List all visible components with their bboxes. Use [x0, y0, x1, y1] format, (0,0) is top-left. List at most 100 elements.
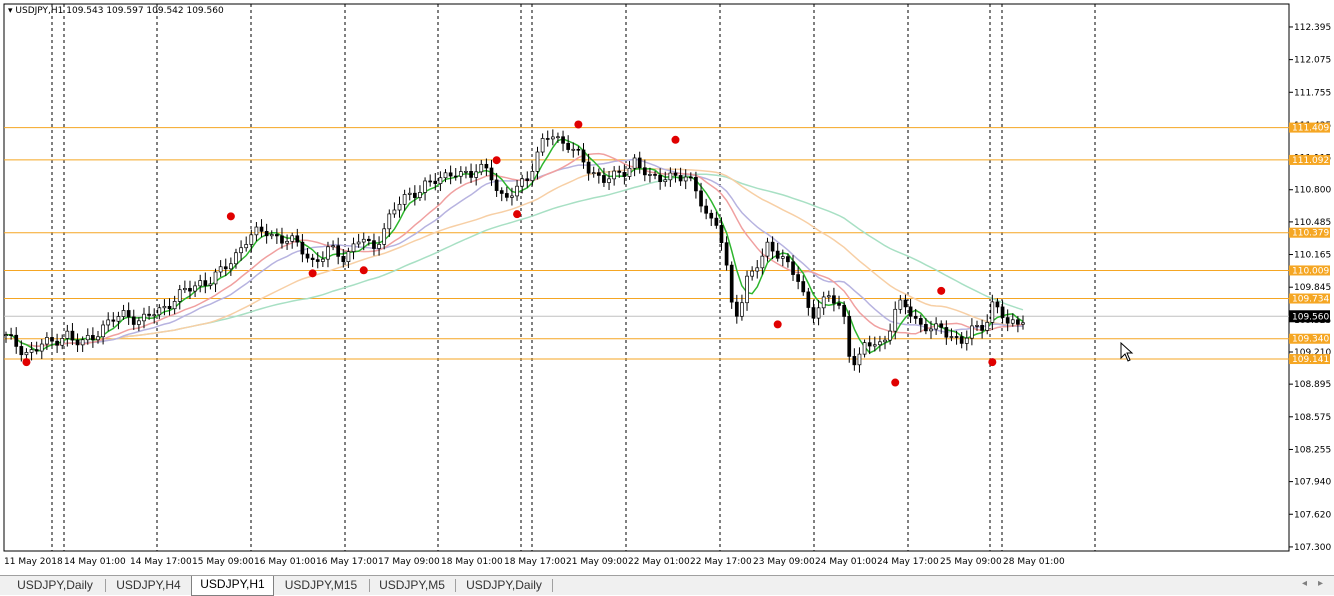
candle-body: [607, 178, 611, 183]
candle-body: [816, 307, 821, 319]
level-label: 109.734: [1292, 295, 1329, 305]
candle-body: [765, 241, 770, 257]
candle-body: [944, 327, 949, 338]
candle-body: [627, 167, 632, 177]
tab-separator: [369, 579, 370, 592]
candle-body: [622, 172, 627, 177]
candle-body: [223, 266, 228, 270]
candle-body: [566, 142, 571, 150]
candle-body: [285, 240, 289, 244]
candle-body: [341, 256, 346, 263]
candle-body: [821, 296, 826, 309]
candle-body: [729, 264, 734, 303]
candle-body: [361, 238, 366, 243]
candle-body: [346, 251, 351, 263]
tab-usdjpy-m5[interactable]: USDJPY,M5: [379, 578, 445, 592]
candle-body: [275, 234, 279, 237]
candle-body: [576, 148, 581, 151]
candle-body: [382, 228, 387, 245]
candle-body: [658, 174, 663, 183]
candle-body: [85, 335, 90, 341]
candle-body: [34, 349, 39, 352]
arrow-right-icon[interactable]: ▸: [1318, 578, 1324, 589]
candle-body: [653, 174, 657, 176]
x-tick-label: 18 May 01:00: [441, 557, 503, 567]
candle-body: [688, 176, 693, 179]
y-tick-label: 110.800: [1294, 186, 1331, 196]
candle-body: [157, 307, 162, 316]
candle-body: [234, 252, 238, 265]
candle-body: [878, 341, 882, 346]
tab-usdjpy-h4[interactable]: USDJPY,H4: [116, 578, 181, 592]
candle-body: [801, 281, 806, 293]
candle-body: [571, 148, 576, 151]
candle-body: [249, 234, 254, 245]
chart-canvas[interactable]: 112.395112.075111.755111.435111.115110.8…: [0, 0, 1334, 575]
tab-usdjpy-daily[interactable]: USDJPY,Daily: [17, 578, 93, 592]
dropdown-triangle-icon[interactable]: ▾: [8, 6, 13, 16]
candle-body: [612, 170, 617, 180]
candle-body: [295, 235, 300, 243]
arrow-left-icon[interactable]: ◂: [1302, 578, 1308, 589]
candle-body: [929, 328, 933, 332]
candle-body: [423, 180, 427, 193]
candle-body: [300, 241, 305, 255]
candle-body: [315, 259, 320, 262]
level-label-bg: [1289, 333, 1330, 344]
candle-body: [9, 334, 13, 336]
x-tick-label: 14 May 01:00: [64, 557, 126, 567]
y-tick-label: 112.075: [1294, 56, 1331, 66]
candle-body: [147, 313, 151, 316]
candle-body: [796, 274, 800, 282]
candle-body: [172, 301, 177, 310]
ma-orange-line: [5, 168, 1024, 348]
candle-body: [494, 179, 499, 191]
level-label-bg: [1289, 354, 1330, 365]
candle-body: [1010, 319, 1015, 324]
tab-usdjpy-m15[interactable]: USDJPY,M15: [284, 578, 358, 592]
candle-body: [908, 306, 913, 317]
candle-body: [111, 319, 116, 322]
candle-body: [591, 172, 596, 175]
candle-body: [1005, 317, 1010, 324]
fractal-low-marker: [22, 358, 31, 367]
tab-separator: [552, 579, 553, 592]
candle-body: [959, 336, 964, 344]
candle-body: [970, 325, 974, 339]
candle-body: [504, 193, 509, 198]
candle-body: [254, 226, 259, 236]
y-tick-label: 108.575: [1294, 413, 1331, 423]
candle-body: [515, 185, 519, 197]
candle-body: [995, 301, 1000, 308]
candle-body: [188, 288, 192, 292]
candle-body: [310, 257, 315, 260]
tab-usdjpy-h1[interactable]: USDJPY,H1: [191, 576, 274, 596]
candle-body: [39, 343, 44, 352]
fractal-high-marker: [574, 120, 583, 129]
level-label-bg: [1289, 122, 1330, 133]
y-tick-label: 107.940: [1294, 478, 1331, 488]
candle-body: [464, 170, 468, 173]
candle-body: [903, 299, 908, 308]
candle-body: [91, 335, 95, 341]
tab-usdjpy-daily-2[interactable]: USDJPY,Daily: [466, 578, 542, 592]
x-tick-label: 18 May 17:00: [504, 557, 566, 567]
candle-body: [898, 299, 903, 310]
candle-body: [121, 310, 126, 317]
x-tick-label: 24 May 17:00: [877, 557, 939, 567]
candle-body: [602, 175, 606, 183]
candle-body: [397, 203, 402, 211]
candle-body: [980, 325, 984, 331]
x-tick-label: 14 May 17:00: [130, 557, 192, 567]
tab-separator: [105, 579, 106, 592]
candle-body: [556, 136, 560, 139]
fractal-low-marker: [773, 320, 782, 329]
fractal-low-marker: [513, 210, 522, 219]
candle-body: [826, 295, 831, 298]
price-chart[interactable]: 112.395112.075111.755111.435111.115110.8…: [0, 0, 1334, 575]
level-label-bg: [1289, 293, 1330, 304]
candle-body: [934, 323, 938, 330]
candle-body: [4, 334, 8, 336]
candle-body: [530, 171, 535, 181]
x-tick-label: 11 May 2018: [4, 557, 63, 567]
